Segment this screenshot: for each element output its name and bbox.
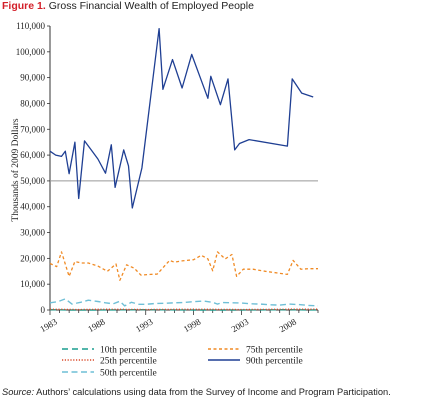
legend-label: 10th percentile [100, 346, 157, 356]
series-line-50th-percentile [49, 298, 319, 307]
y-axis-label: Thousands of 2009 Dollars [10, 118, 21, 221]
source-label: Source: [2, 387, 35, 397]
source-note: Source: Authors’ calculations using data… [2, 387, 391, 397]
y-tick-label: 0 [41, 305, 46, 315]
y-axis: 0 10,000 20,000 30,000 40,000 50,000 60,000 70,… [16, 21, 318, 315]
series-lines [49, 27, 319, 311]
y-tick-label: 90,000 [20, 73, 45, 83]
y-tick-label: 70,000 [20, 124, 45, 134]
x-axis: 1983 1988 1993 1998 2003 2008 [38, 309, 319, 334]
y-tick-label: 40,000 [20, 202, 45, 212]
y-tick-label: 20,000 [20, 253, 45, 263]
y-tick-label: 80,000 [20, 98, 45, 108]
legend-label: 75th percentile [246, 346, 303, 356]
y-tick-label: 60,000 [20, 150, 45, 160]
x-tick-label: 1998 [182, 316, 203, 334]
series-line-90th-percentile [49, 27, 314, 209]
figure-title-text: Gross Financial Wealth of Employed Peopl… [48, 0, 254, 12]
x-tick-label: 2003 [230, 316, 251, 334]
legend-label: 90th percentile [246, 357, 303, 367]
source-text: Authors’ calculations using data from th… [34, 387, 391, 397]
x-tick-label: 1988 [86, 316, 107, 334]
figure-number: Figure 1. [2, 0, 46, 12]
legend-label: 50th percentile [100, 369, 157, 379]
y-tick-label: 100,000 [16, 47, 46, 57]
x-tick-label: 1993 [134, 316, 155, 334]
figure-title: Figure 1. Gross Financial Wealth of Empl… [2, 0, 254, 12]
y-tick-label: 10,000 [20, 279, 45, 289]
x-tick-label: 2008 [277, 316, 298, 334]
y-tick-label: 30,000 [20, 228, 45, 238]
x-tick-label: 1983 [38, 316, 59, 334]
y-tick-label: 50,000 [20, 176, 45, 186]
y-tick-label: 110,000 [16, 21, 45, 31]
series-line-75th-percentile [49, 251, 318, 281]
legend-label: 25th percentile [100, 357, 157, 367]
